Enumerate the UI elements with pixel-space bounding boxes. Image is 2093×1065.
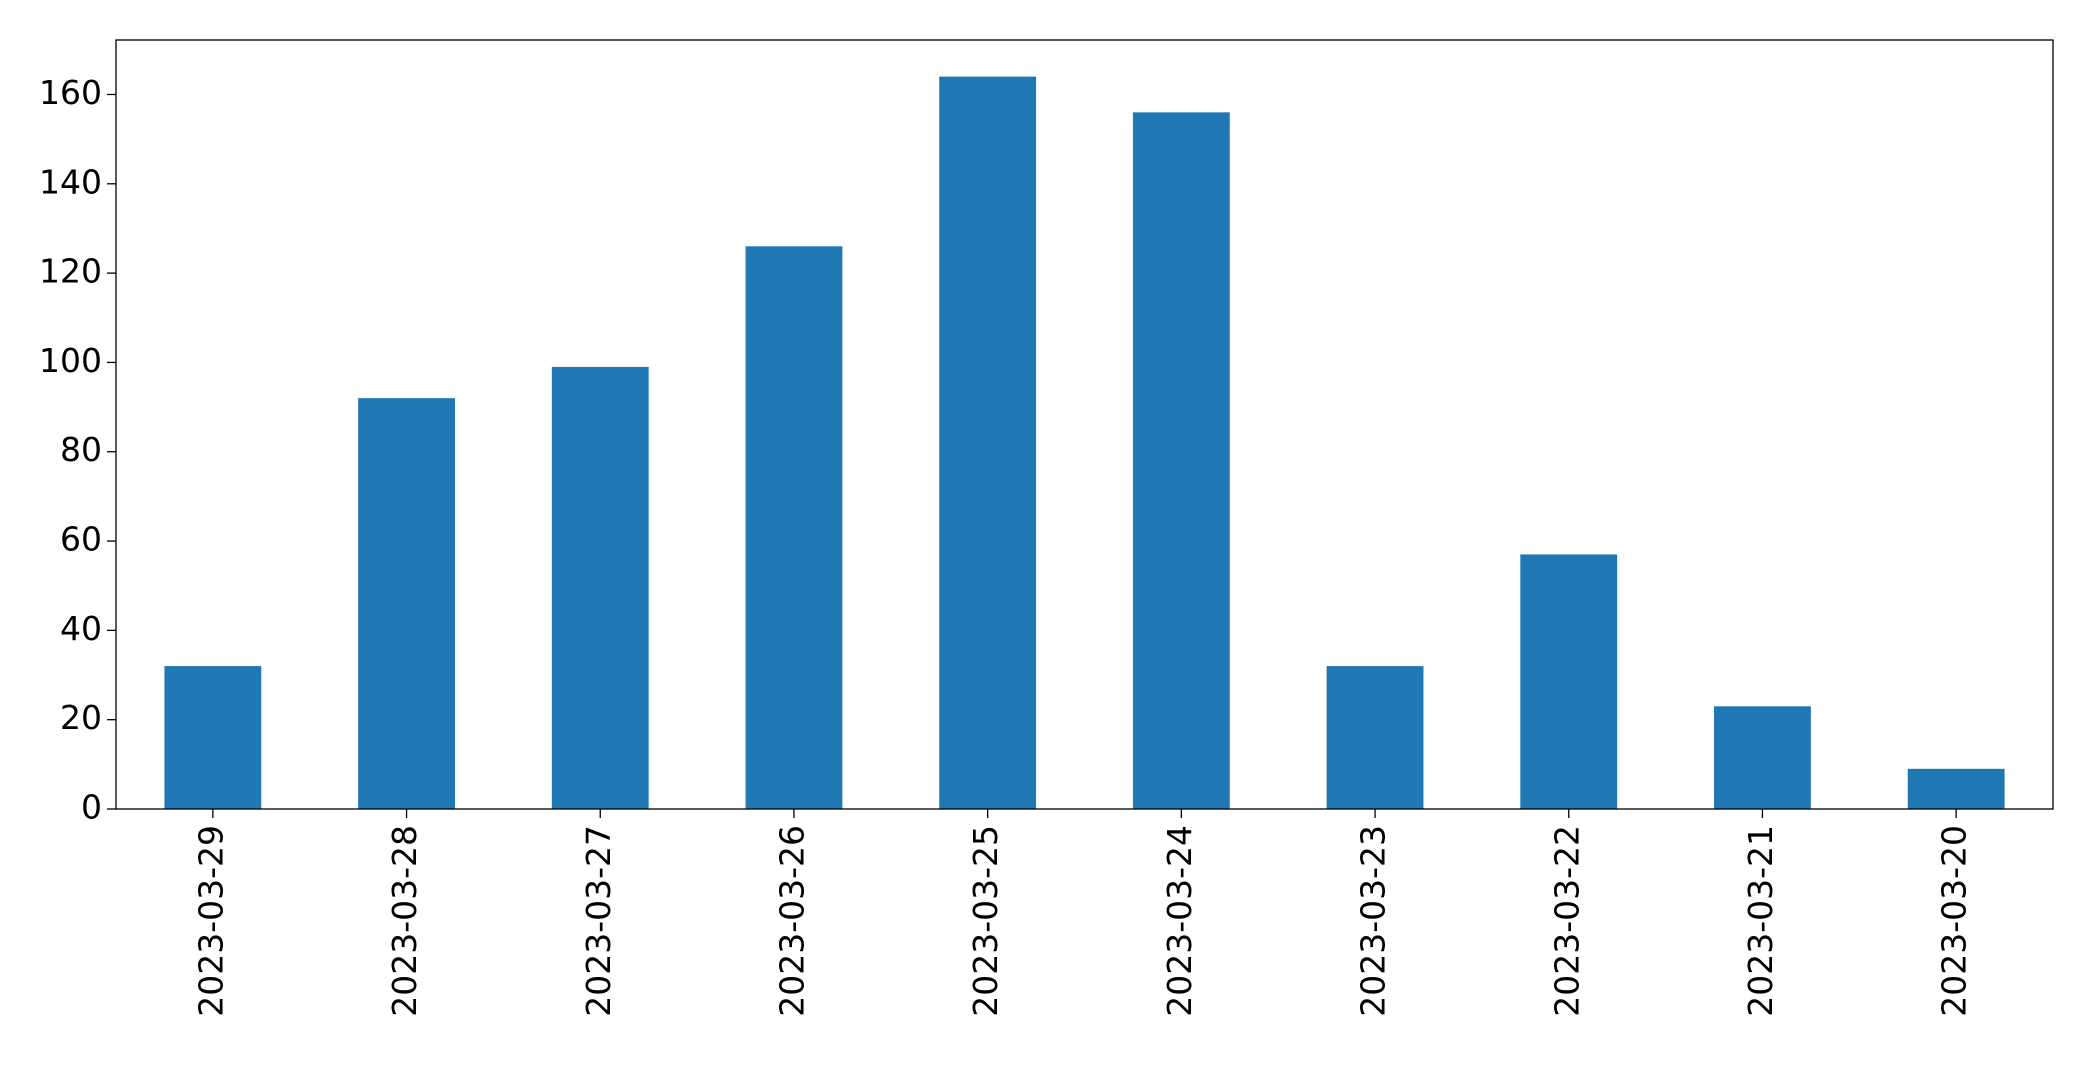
x-tick-label: 2023-03-23 xyxy=(1354,825,1393,1017)
bar xyxy=(745,246,843,809)
x-tick-label: 2023-03-28 xyxy=(385,825,424,1017)
y-tick-label: 60 xyxy=(60,520,102,559)
y-tick-label: 160 xyxy=(39,73,102,112)
x-tick-label: 2023-03-26 xyxy=(772,825,811,1017)
x-tick-label: 2023-03-25 xyxy=(966,825,1005,1017)
bar xyxy=(164,666,262,809)
bar xyxy=(1714,706,1811,809)
x-tick-label: 2023-03-27 xyxy=(579,825,618,1017)
bar xyxy=(1520,554,1618,809)
bar xyxy=(1132,112,1230,809)
x-tick-label: 2023-03-24 xyxy=(1160,825,1199,1017)
y-tick-label: 80 xyxy=(60,430,102,469)
y-tick-label: 40 xyxy=(60,609,102,648)
x-tick-label: 2023-03-21 xyxy=(1741,825,1780,1017)
y-tick-label: 100 xyxy=(39,341,102,380)
y-tick-label: 120 xyxy=(39,252,102,291)
y-tick-label: 20 xyxy=(60,698,102,737)
bar xyxy=(551,366,649,809)
bar xyxy=(1907,768,2005,809)
x-tick-label: 2023-03-22 xyxy=(1547,825,1586,1017)
x-tick-label: 2023-03-29 xyxy=(191,825,230,1017)
plot-frame xyxy=(115,39,2054,810)
bar xyxy=(939,76,1037,810)
y-tick-label: 140 xyxy=(39,162,102,201)
x-tick-label: 2023-03-20 xyxy=(1935,825,1974,1017)
bar xyxy=(358,398,455,809)
y-tick-label: 0 xyxy=(81,788,102,827)
bar xyxy=(1326,666,1424,809)
